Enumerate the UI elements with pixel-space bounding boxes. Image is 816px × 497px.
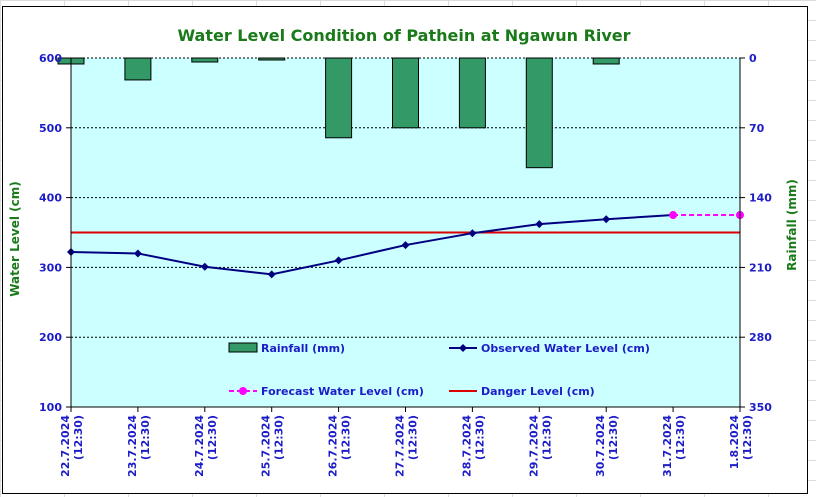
x-tick-time: (12:30) bbox=[407, 415, 420, 460]
x-tick-date: 1.8.2024 bbox=[728, 415, 741, 470]
y2-tick-label: 0 bbox=[749, 52, 757, 65]
x-tick-time: (12:30) bbox=[674, 415, 687, 460]
axes: 600 500 400 300 200 100 0 70 140 210 280 350 22.7.20… bbox=[39, 52, 772, 477]
y2-tick-label: 350 bbox=[749, 401, 772, 414]
x-tick-date: 30.7.2024 bbox=[594, 415, 607, 477]
legend-forecast-marker bbox=[239, 387, 247, 395]
rainfall-bar bbox=[392, 57, 419, 129]
x-tick-label: 29.7.2024 (12:30) bbox=[527, 415, 553, 477]
y-tick-label: 500 bbox=[39, 122, 62, 135]
y-tick-label: 200 bbox=[39, 331, 62, 344]
x-tick-time: (12:30) bbox=[741, 415, 754, 460]
x-tick-label: 28.7.2024 (12:30) bbox=[460, 415, 486, 477]
x-tick-label: 31.7.2024 (12:30) bbox=[661, 415, 687, 477]
x-tick-date: 22.7.2024 bbox=[59, 415, 72, 477]
x-tick-date: 24.7.2024 bbox=[193, 415, 206, 477]
x-tick-time: (12:30) bbox=[473, 415, 486, 460]
x-tick-time: (12:30) bbox=[206, 415, 219, 460]
legend-forecast-label: Forecast Water Level (cm) bbox=[261, 385, 424, 398]
x-tick-date: 31.7.2024 bbox=[661, 415, 674, 477]
rainfall-bar bbox=[592, 57, 620, 65]
gridlines bbox=[71, 57, 740, 338]
y2-tick-label: 210 bbox=[749, 261, 772, 274]
observed-point bbox=[401, 241, 410, 250]
observed-point bbox=[468, 229, 477, 238]
x-tick-label: 30.7.2024 (12:30) bbox=[594, 415, 620, 477]
observed-point bbox=[133, 249, 142, 258]
rainfall-bar bbox=[258, 57, 286, 61]
legend-observed-marker bbox=[459, 344, 467, 352]
observed-point bbox=[334, 256, 343, 265]
y-tick-label: 600 bbox=[39, 52, 62, 65]
y-tick-label: 100 bbox=[39, 401, 62, 414]
legend-rainfall-swatch bbox=[228, 342, 258, 353]
y-tick-label: 400 bbox=[39, 192, 62, 205]
x-tick-time: (12:30) bbox=[273, 415, 286, 460]
legend: Rainfall (mm) Observed Water Level (cm) Fo… bbox=[228, 342, 650, 398]
x-tick-date: 23.7.2024 bbox=[126, 415, 139, 477]
x-tick-label: 24.7.2024 (12:30) bbox=[193, 415, 219, 477]
observed-water-level-line bbox=[70, 214, 674, 276]
rainfall-bar bbox=[325, 57, 353, 139]
rainfall-bar bbox=[525, 57, 553, 169]
rainfall-bar bbox=[191, 57, 219, 63]
x-tick-label: 25.7.2024 (12:30) bbox=[260, 415, 286, 477]
rainfall-bar bbox=[124, 57, 152, 81]
y2-tick-label: 280 bbox=[749, 331, 772, 344]
observed-point bbox=[200, 262, 209, 271]
x-tick-date: 27.7.2024 bbox=[394, 415, 407, 477]
x-tick-label: 1.8.2024 (12:30) bbox=[728, 415, 754, 470]
x-tick-date: 25.7.2024 bbox=[260, 415, 273, 477]
legend-danger-label: Danger Level (cm) bbox=[481, 385, 595, 398]
y-axis-title: Water Level (cm) bbox=[8, 181, 22, 297]
x-tick-time: (12:30) bbox=[540, 415, 553, 460]
legend-rainfall-label: Rainfall (mm) bbox=[261, 342, 345, 355]
rainfall-bars bbox=[57, 57, 620, 169]
water-level-lines bbox=[67, 211, 744, 279]
x-tick-label: 23.7.2024 (12:30) bbox=[126, 415, 152, 477]
x-tick-date: 28.7.2024 bbox=[460, 415, 473, 477]
observed-point bbox=[267, 270, 276, 279]
x-tick-label: 22.7.2024 (12:30) bbox=[59, 415, 85, 477]
x-tick-time: (12:30) bbox=[139, 415, 152, 460]
x-tick-label: 26.7.2024 (12:30) bbox=[327, 415, 353, 477]
observed-point bbox=[602, 215, 611, 224]
y2-tick-label: 70 bbox=[749, 122, 765, 135]
x-tick-date: 26.7.2024 bbox=[327, 415, 340, 477]
y2-axis-title: Rainfall (mm) bbox=[785, 179, 799, 271]
rainfall-bar bbox=[458, 57, 486, 129]
observed-point bbox=[535, 220, 544, 229]
forecast-point bbox=[669, 211, 678, 220]
x-tick-label: 27.7.2024 (12:30) bbox=[394, 415, 420, 477]
y2-tick-label: 140 bbox=[749, 192, 772, 205]
legend-observed-label: Observed Water Level (cm) bbox=[481, 342, 650, 355]
y-tick-label: 300 bbox=[39, 261, 62, 274]
x-tick-time: (12:30) bbox=[607, 415, 620, 460]
chart-title: Water Level Condition of Pathein at Ngaw… bbox=[177, 26, 630, 45]
x-tick-time: (12:30) bbox=[340, 415, 353, 460]
x-tick-date: 29.7.2024 bbox=[527, 415, 540, 477]
x-tick-time: (12:30) bbox=[72, 415, 85, 460]
